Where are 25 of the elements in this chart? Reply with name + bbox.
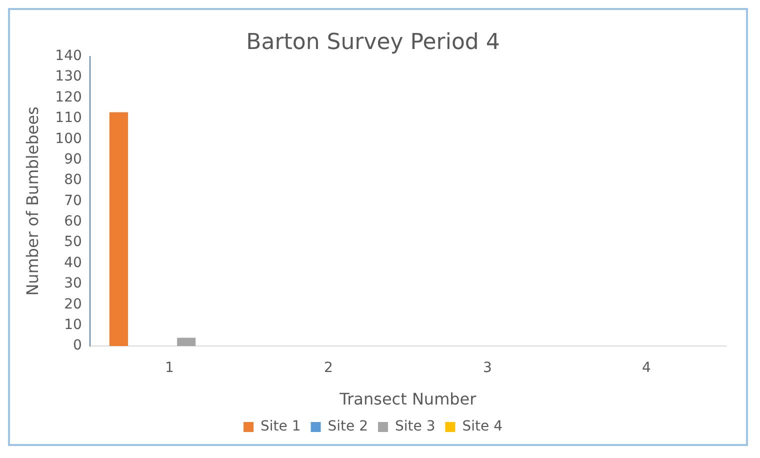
y-tick-label: 110 [55,110,82,126]
legend-label: Site 3 [395,418,436,435]
legend-label: Site 2 [328,418,368,435]
y-tick-label: 40 [64,254,82,271]
chart-title: Barton Survey Period 4 [246,30,500,55]
legend-label: Site 1 [260,418,301,435]
y-axis-title: Number of Bumblebees [22,106,42,296]
x-tick-label: 3 [483,360,492,376]
y-tick-label: 120 [55,89,82,106]
y-tick-label: 130 [55,68,82,85]
y-tick-label: 90 [64,151,82,168]
y-tick-label: 80 [64,172,82,188]
x-tick-label: 4 [642,360,652,376]
y-tick-label: 20 [64,296,82,312]
x-tick-label: 1 [164,360,174,376]
y-tick-label: 60 [64,214,82,230]
x-axis-title: Transect Number [338,390,477,409]
y-tick-label: 0 [73,338,82,354]
y-tick-label: 70 [64,192,82,209]
y-tick-label: 140 [55,48,82,64]
y-tick-label: 100 [55,130,82,147]
y-tick-label: 10 [64,316,82,333]
y-tick-label: 30 [64,276,82,292]
x-tick-label: 2 [324,360,333,376]
y-tick-label: 50 [64,234,82,250]
